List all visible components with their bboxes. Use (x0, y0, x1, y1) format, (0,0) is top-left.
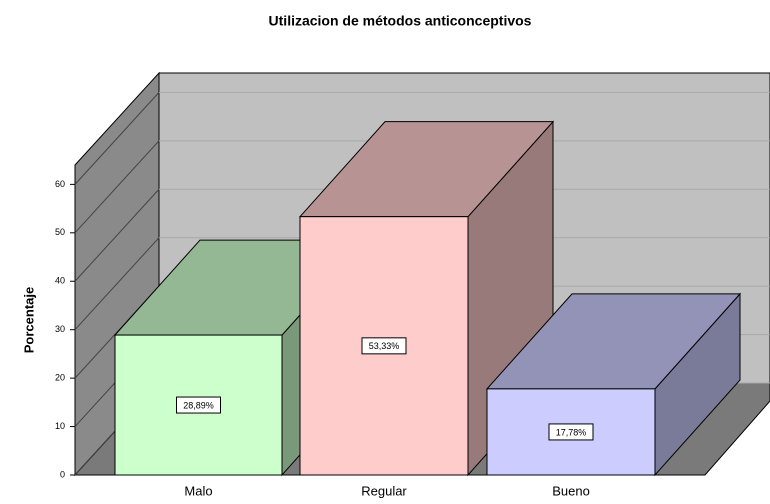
grid-line (74, 237, 160, 331)
y-tick-label: 10 (55, 421, 65, 431)
value-label-box (548, 423, 594, 441)
x-tick-label: Bueno (552, 483, 590, 498)
y-tick-label: 50 (55, 227, 65, 237)
y-tick-label: 20 (55, 373, 65, 383)
y-axis-label: Porcentaje (21, 287, 36, 353)
y-tick-label: 60 (55, 179, 65, 189)
x-tick-label: Malo (184, 483, 212, 498)
grid-line (74, 188, 160, 282)
value-label: 17,78% (556, 427, 587, 437)
value-label: 53,33% (369, 341, 400, 351)
grid-line (74, 92, 160, 185)
value-label: 28,89% (183, 400, 214, 410)
grid-line (74, 140, 160, 234)
y-tick-label: 30 (55, 324, 65, 334)
y-tick-label: 0 (60, 469, 65, 479)
value-label-box (361, 337, 407, 355)
y-tick-label: 40 (55, 276, 65, 286)
value-label-box (176, 396, 221, 414)
x-tick-label: Regular (361, 483, 407, 498)
chart-title: Utilizacion de métodos anticonceptivos (269, 13, 532, 29)
